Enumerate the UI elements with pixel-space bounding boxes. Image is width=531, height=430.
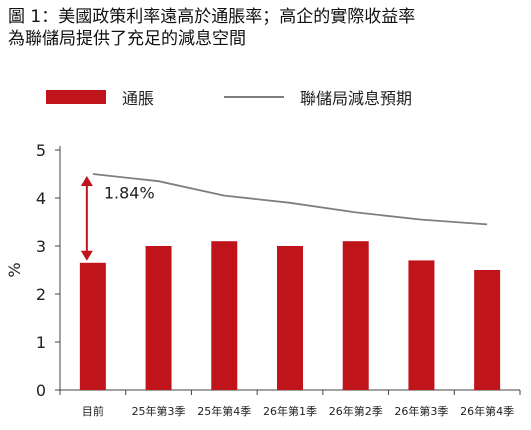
y-tick-label: 2 — [36, 285, 46, 304]
legend-label-rate-cut: 聯儲局減息預期 — [300, 89, 413, 108]
legend-swatch-rate-cut — [224, 96, 285, 98]
annotation-arrow-head-top — [80, 176, 93, 186]
annotation-label: 1.84% — [104, 183, 155, 202]
x-tick-label: 26年第4季 — [460, 404, 514, 418]
bar-inflation — [408, 260, 435, 390]
y-tick-label: 3 — [36, 237, 46, 256]
y-tick-label: 0 — [36, 381, 46, 400]
bar-inflation — [79, 262, 106, 390]
bar-inflation — [342, 241, 369, 390]
legend-label-inflation: 通脹 — [122, 89, 155, 108]
annotation-arrow-head-bottom — [80, 250, 93, 261]
y-tick-label: 1 — [36, 333, 46, 352]
bar-inflation — [211, 241, 238, 390]
x-tick-label: 26年第2季 — [329, 404, 383, 418]
x-tick-label: 26年第1季 — [263, 404, 317, 418]
chart-title: 圖 1：美國政策利率遠高於通脹率；高企的實際收益率 為聯儲局提供了充足的減息空間 — [8, 6, 528, 50]
bar-inflation — [277, 246, 303, 390]
y-axis-label: % — [5, 262, 24, 277]
x-tick-label: 25年第3季 — [132, 404, 186, 418]
legend: 通脹 聯儲局減息預期 — [46, 86, 412, 108]
x-tick-label: 26年第3季 — [394, 404, 448, 418]
y-tick-label: 5 — [36, 141, 46, 160]
line-rate-cut-expectation — [92, 173, 488, 226]
x-tick-label: 25年第4季 — [197, 404, 251, 418]
y-tick-label: 4 — [36, 189, 46, 208]
title-line-2: 為聯儲局提供了充足的減息空間 — [8, 29, 246, 49]
bar-inflation — [145, 246, 172, 390]
legend-swatch-inflation — [46, 90, 106, 104]
bar-inflation — [474, 270, 501, 390]
title-line-1: 圖 1：美國政策利率遠高於通脹率；高企的實際收益率 — [8, 7, 416, 27]
x-tick-label: 目前 — [82, 404, 104, 418]
